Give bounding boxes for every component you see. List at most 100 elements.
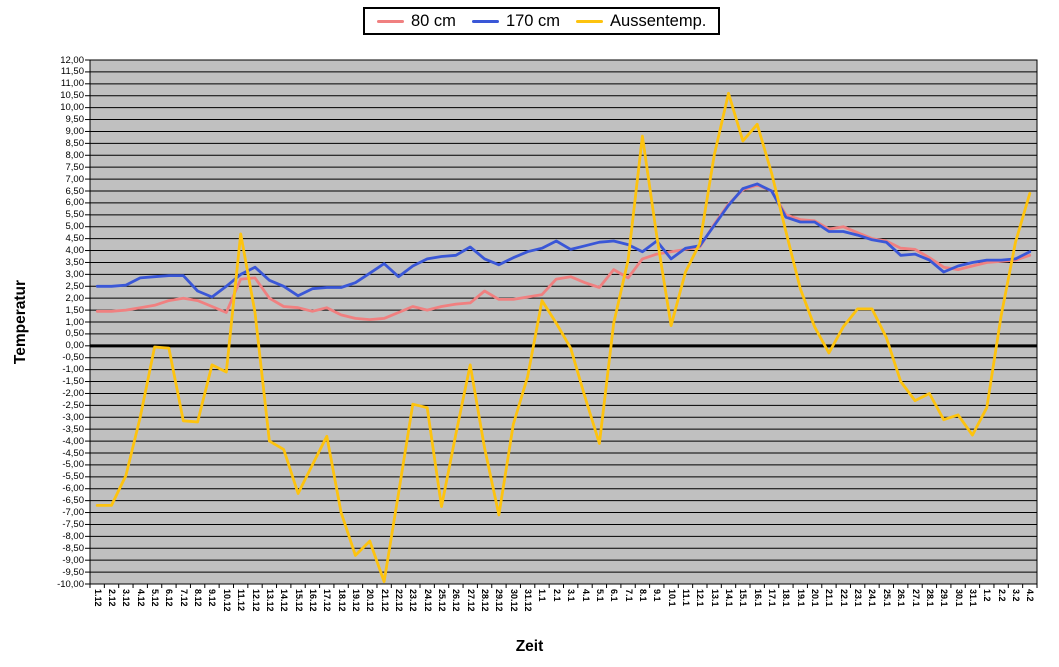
x-tick-label: 14.1 xyxy=(724,589,734,607)
y-tick-label: 5,00 xyxy=(65,221,85,233)
y-tick-label: -7,50 xyxy=(62,518,84,530)
x-tick-label: 25.12 xyxy=(437,589,448,612)
x-tick-label: 12.1 xyxy=(695,589,706,607)
x-tick-label: 11.1 xyxy=(680,589,691,607)
y-tick-label: 2,50 xyxy=(65,280,85,292)
x-tick-label: 21.12 xyxy=(379,589,390,612)
x-tick-label: 5.1 xyxy=(594,589,605,602)
x-tick-label: 15.12 xyxy=(293,589,304,612)
x-tick-label: 11.12 xyxy=(236,589,247,612)
y-tick-label: -2,50 xyxy=(62,399,84,411)
y-tick-label: 10,00 xyxy=(60,102,84,114)
y-tick-label: 12,00 xyxy=(60,54,84,66)
y-tick-label: 7,00 xyxy=(65,173,85,185)
y-tick-label: -6,50 xyxy=(62,495,84,507)
x-tick-label: 2.1 xyxy=(551,589,562,602)
y-tick-label: 8,00 xyxy=(65,149,85,161)
x-tick-label: 8.12 xyxy=(193,589,204,607)
x-tick-label: 3.1 xyxy=(566,589,577,602)
x-tick-label: 6.1 xyxy=(609,589,620,602)
x-tick-label: 10.1 xyxy=(666,589,677,607)
y-tick-label: 4,00 xyxy=(65,245,85,257)
x-tick-label: 28.1 xyxy=(924,589,935,607)
series-line-1 xyxy=(95,182,1032,299)
y-tick-label: 5,50 xyxy=(65,209,85,221)
x-tick-label: 26.1 xyxy=(896,589,907,607)
y-tick-label: 6,50 xyxy=(65,185,85,197)
x-tick-label: 26.12 xyxy=(451,589,462,612)
y-tick-label: -10,00 xyxy=(57,578,84,590)
x-tick-label: 17.1 xyxy=(767,589,778,607)
x-tick-label: 27.1 xyxy=(910,589,921,607)
y-tick-label: -7,00 xyxy=(62,507,84,519)
x-tick-label: 4.1 xyxy=(580,589,591,602)
x-tick-label: 19.1 xyxy=(795,589,806,607)
y-tick-label: -0,50 xyxy=(62,352,84,364)
x-tick-label: 1.1 xyxy=(537,589,548,602)
x-tick-label: 2.2 xyxy=(996,589,1007,602)
series-line-2 xyxy=(95,91,1032,583)
x-tick-label: 7.12 xyxy=(178,589,189,607)
x-tick-label: 10.12 xyxy=(221,589,232,612)
x-tick-label: 20.1 xyxy=(810,589,821,607)
x-tick-label: 30.12 xyxy=(508,589,519,612)
x-tick-label: 12.12 xyxy=(250,589,261,612)
plot-border xyxy=(89,59,1038,585)
y-tick-label: -5,50 xyxy=(62,471,84,483)
x-tick-label: 25.1 xyxy=(881,589,892,607)
y-tick-label: 10,50 xyxy=(60,90,84,102)
y-tick-label: -5,00 xyxy=(62,459,84,471)
x-tick-label: 31.12 xyxy=(523,589,534,612)
y-tick-label: -9,50 xyxy=(62,566,84,578)
chart-legend: 80 cm 170 cm Aussentemp. xyxy=(363,7,721,35)
x-tick-label: 13.1 xyxy=(709,589,720,607)
y-tick-label: 11,00 xyxy=(60,78,84,90)
y-tick-label: 0,00 xyxy=(65,340,85,352)
x-tick-label: 4.2 xyxy=(1025,589,1036,602)
y-tick-label: -2,00 xyxy=(62,387,84,399)
y-tick-label: 3,00 xyxy=(65,268,85,280)
y-tick-label: -4,50 xyxy=(62,447,84,459)
y-axis-title: Temperatur xyxy=(12,279,29,365)
x-tick-label: 30.1 xyxy=(953,589,964,607)
x-tick-label: 16.12 xyxy=(307,589,318,612)
x-tick-label: 31.1 xyxy=(967,589,978,607)
x-tick-label: 29.1 xyxy=(939,589,950,607)
x-tick-label: 17.12 xyxy=(322,589,333,612)
y-tick-label: 3,50 xyxy=(65,256,85,268)
x-tick-label: 20.12 xyxy=(365,589,376,612)
y-tick-label: 8,50 xyxy=(65,137,85,149)
x-tick-label: 22.12 xyxy=(393,589,404,612)
x-tick-label: 6.12 xyxy=(164,589,175,607)
x-tick-label: 24.1 xyxy=(867,589,878,607)
y-tick-label: 7,50 xyxy=(65,161,85,173)
x-tick-label: 3.12 xyxy=(121,589,132,607)
y-tick-label: 1,50 xyxy=(65,304,85,316)
x-tick-label: 1.2 xyxy=(982,589,993,602)
x-tick-label: 18.1 xyxy=(781,589,792,607)
x-tick-label: 4.12 xyxy=(135,589,146,607)
legend-label-170cm: 170 cm xyxy=(505,11,561,30)
x-tick-label: 19.12 xyxy=(350,589,361,612)
y-tick-label: -8,50 xyxy=(62,542,84,554)
y-tick-label: -8,00 xyxy=(62,530,84,542)
y-tick-label: -9,00 xyxy=(62,554,84,566)
x-tick-label: 23.1 xyxy=(853,589,864,607)
y-tick-label: 4,50 xyxy=(65,233,85,245)
legend-item-aussentemp: Aussentemp. xyxy=(576,13,706,30)
y-tick-label: 11,50 xyxy=(60,66,84,78)
x-tick-label: 16.1 xyxy=(752,589,763,607)
x-tick-label: 5.12 xyxy=(150,589,161,607)
y-tick-label: 9,50 xyxy=(65,114,85,126)
y-tick-label: -6,00 xyxy=(62,483,84,495)
y-tick-label: -3,00 xyxy=(62,411,84,423)
legend-line-sample-aussentemp xyxy=(576,19,604,23)
legend-line-sample-80cm xyxy=(377,19,404,23)
y-tick-label: -4,00 xyxy=(62,435,84,447)
legend-item-170cm: 170 cm xyxy=(471,11,561,30)
y-tick-label: 2,00 xyxy=(65,292,85,304)
x-tick-label: 14.12 xyxy=(279,589,290,612)
x-tick-label: 21.1 xyxy=(824,589,835,607)
